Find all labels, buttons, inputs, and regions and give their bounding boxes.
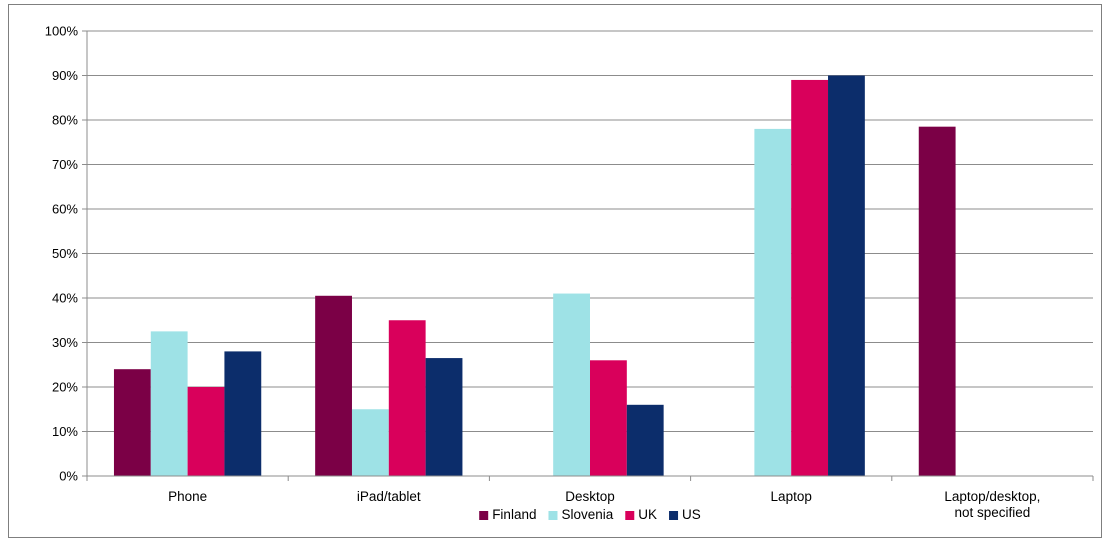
y-tick-label: 80% bbox=[52, 113, 78, 128]
bar-slovenia-1 bbox=[150, 331, 188, 476]
legend-label-finland: Finland bbox=[492, 507, 536, 522]
bars bbox=[113, 75, 956, 477]
bar-slovenia-4 bbox=[754, 128, 792, 476]
y-tick-label: 40% bbox=[52, 291, 78, 306]
y-tick-label: 0% bbox=[59, 469, 78, 484]
y-tick-label: 30% bbox=[52, 335, 78, 350]
legend-label-slovenia: Slovenia bbox=[561, 507, 613, 522]
y-tick-label: 90% bbox=[52, 68, 78, 83]
y-tick-label: 50% bbox=[52, 246, 78, 261]
bar-uk-2 bbox=[388, 320, 426, 476]
bar-finland-2 bbox=[315, 295, 352, 476]
bar-uk-4 bbox=[791, 79, 829, 476]
bar-finland-5 bbox=[918, 126, 956, 477]
x-category-label: Phone bbox=[168, 489, 207, 504]
legend-label-uk: UK bbox=[638, 507, 657, 522]
y-tick-label: 70% bbox=[52, 157, 78, 172]
bar-finland-1 bbox=[113, 369, 151, 476]
bar-us-3 bbox=[626, 404, 664, 476]
x-category-label: iPad/tablet bbox=[357, 489, 421, 504]
y-axis-tick-labels: 0% 10% 20% 30% 40% 50% 60% 70% 80% 90% 100% bbox=[45, 24, 79, 484]
legend-label-us: US bbox=[682, 507, 701, 522]
bar-uk-1 bbox=[187, 387, 225, 476]
legend: Finland Slovenia UK US bbox=[479, 507, 701, 522]
x-axis-category-labels: Phone iPad/tablet Desktop Laptop Laptop/desk… bbox=[168, 489, 1040, 520]
y-tick-label: 100% bbox=[45, 24, 79, 39]
x-category-label: Laptop bbox=[771, 489, 812, 504]
bar-us-4 bbox=[828, 75, 865, 476]
axes bbox=[82, 30, 1094, 481]
x-category-label: not specified bbox=[954, 505, 1030, 520]
legend-swatch-finland bbox=[479, 511, 489, 520]
y-tick-label: 60% bbox=[52, 202, 78, 217]
y-tick-label: 10% bbox=[52, 424, 78, 439]
bar-slovenia-2 bbox=[351, 409, 389, 476]
y-tick-label: 20% bbox=[52, 380, 78, 395]
legend-swatch-us bbox=[669, 511, 679, 520]
x-category-label: Laptop/desktop, bbox=[944, 489, 1040, 504]
legend-swatch-slovenia bbox=[548, 511, 558, 520]
bar-us-1 bbox=[224, 351, 262, 476]
bar-slovenia-3 bbox=[553, 293, 590, 476]
legend-swatch-uk bbox=[625, 511, 635, 520]
bar-us-2 bbox=[425, 358, 463, 476]
bar-uk-3 bbox=[590, 360, 627, 476]
x-category-label: Desktop bbox=[565, 489, 615, 504]
